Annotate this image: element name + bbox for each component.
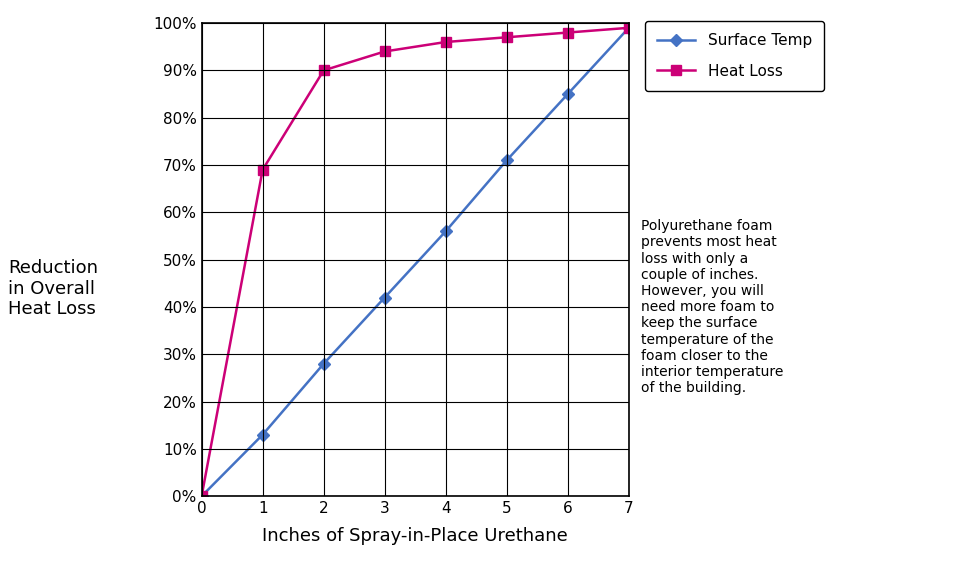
Heat Loss bbox=[379, 48, 391, 55]
Heat Loss bbox=[318, 67, 329, 74]
Surface Temp bbox=[379, 294, 391, 301]
Legend: Surface Temp, Heat Loss: Surface Temp, Heat Loss bbox=[645, 21, 824, 91]
Heat Loss bbox=[501, 34, 513, 41]
Line: Surface Temp: Surface Temp bbox=[198, 24, 633, 500]
Surface Temp bbox=[257, 431, 269, 438]
Surface Temp bbox=[562, 91, 573, 98]
Surface Temp bbox=[623, 24, 635, 31]
Heat Loss bbox=[440, 39, 451, 46]
Heat Loss bbox=[623, 24, 635, 31]
Surface Temp bbox=[501, 157, 513, 164]
X-axis label: Inches of Spray-in-Place Urethane: Inches of Spray-in-Place Urethane bbox=[262, 527, 568, 545]
Surface Temp bbox=[196, 493, 207, 500]
Text: Reduction
in Overall
Heat Loss: Reduction in Overall Heat Loss bbox=[8, 258, 98, 319]
Heat Loss bbox=[257, 166, 269, 173]
Heat Loss bbox=[196, 493, 207, 500]
Surface Temp bbox=[440, 228, 451, 235]
Surface Temp bbox=[318, 360, 329, 367]
Text: Polyurethane foam
prevents most heat
loss with only a
couple of inches.
However,: Polyurethane foam prevents most heat los… bbox=[641, 219, 783, 395]
Heat Loss bbox=[562, 29, 573, 36]
Line: Heat Loss: Heat Loss bbox=[197, 23, 634, 501]
